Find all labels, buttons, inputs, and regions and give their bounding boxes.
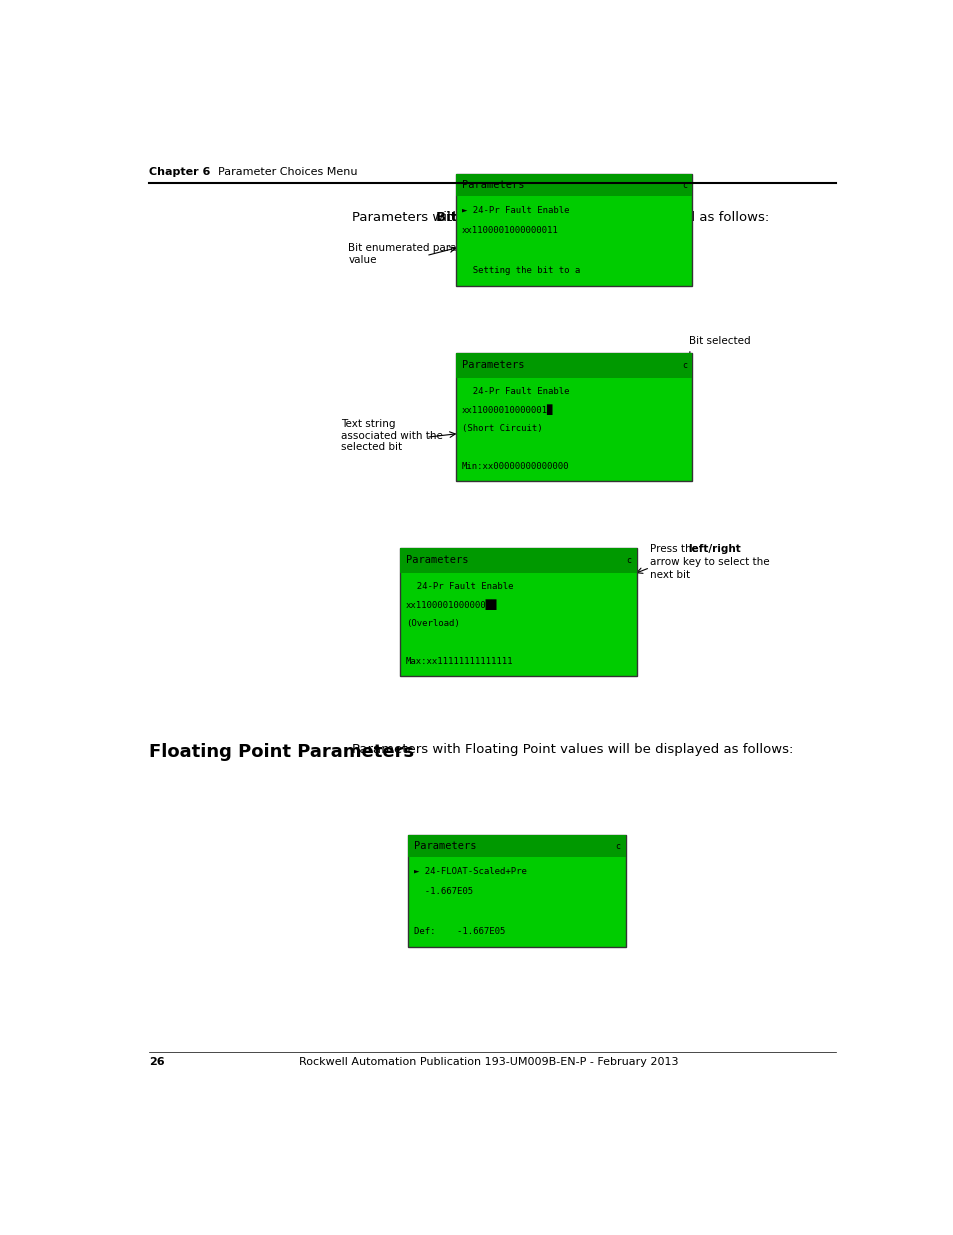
Text: Max:xx11111111111111: Max:xx11111111111111	[406, 657, 513, 666]
Bar	[456, 353, 692, 378]
Text: c: c	[681, 361, 686, 370]
Text: xx1100001000000011: xx1100001000000011	[461, 226, 558, 235]
Text: xx11000010000001█: xx11000010000001█	[461, 405, 553, 415]
Bar	[407, 835, 625, 947]
Text: arrow key to select the: arrow key to select the	[649, 557, 769, 567]
Text: Parameters: Parameters	[413, 841, 476, 851]
Text: (Overload): (Overload)	[406, 619, 459, 629]
Text: Bit enumerated parameter
value: Bit enumerated parameter value	[348, 243, 488, 264]
Text: (Short Circuit): (Short Circuit)	[461, 425, 541, 433]
Text: Parameters with Floating Point values will be displayed as follows:: Parameters with Floating Point values wi…	[352, 742, 793, 756]
Text: Bit selected: Bit selected	[688, 336, 749, 346]
Text: data values are displayed as follows:: data values are displayed as follows:	[518, 211, 769, 224]
Text: xx1100001000000██: xx1100001000000██	[406, 600, 497, 610]
Text: Text string
associated with the
selected bit: Text string associated with the selected…	[341, 419, 442, 452]
Text: Parameters: Parameters	[461, 361, 523, 370]
Text: left/right: left/right	[688, 543, 740, 553]
Text: Rockwell Automation Publication 193-UM009B-EN-P - February 2013: Rockwell Automation Publication 193-UM00…	[299, 1057, 678, 1067]
Bar	[456, 353, 692, 482]
Text: ► 24-Pr Fault Enable: ► 24-Pr Fault Enable	[461, 206, 569, 215]
Text: c: c	[626, 556, 631, 564]
Text: c: c	[615, 841, 619, 851]
Text: 24-Pr Fault Enable: 24-Pr Fault Enable	[406, 582, 513, 590]
Text: Parameters: Parameters	[406, 556, 468, 566]
Text: Chapter 6: Chapter 6	[149, 167, 210, 177]
Bar	[456, 174, 692, 196]
Text: Floating Point Parameters: Floating Point Parameters	[149, 742, 414, 761]
Text: c: c	[681, 180, 686, 190]
Text: Parameters with: Parameters with	[352, 211, 465, 224]
Bar	[407, 835, 625, 857]
Text: Parameter Choices Menu: Parameter Choices Menu	[204, 167, 357, 177]
Bar	[400, 547, 636, 676]
Text: 26: 26	[149, 1057, 164, 1067]
Text: Bit Enumerated: Bit Enumerated	[436, 211, 552, 224]
Text: Def:    -1.667E05: Def: -1.667E05	[413, 926, 504, 936]
Text: -1.667E05: -1.667E05	[413, 887, 472, 895]
Text: Press the: Press the	[649, 543, 700, 553]
Text: Min:xx00000000000000: Min:xx00000000000000	[461, 462, 569, 471]
Bar	[456, 174, 692, 287]
Text: next bit: next bit	[649, 571, 690, 580]
Bar	[400, 547, 636, 573]
Text: Setting the bit to a: Setting the bit to a	[461, 266, 579, 274]
Text: Parameters: Parameters	[461, 180, 523, 190]
Text: 24-Pr Fault Enable: 24-Pr Fault Enable	[461, 387, 569, 396]
Text: ► 24-FLOAT-Scaled+Pre: ► 24-FLOAT-Scaled+Pre	[413, 867, 526, 876]
